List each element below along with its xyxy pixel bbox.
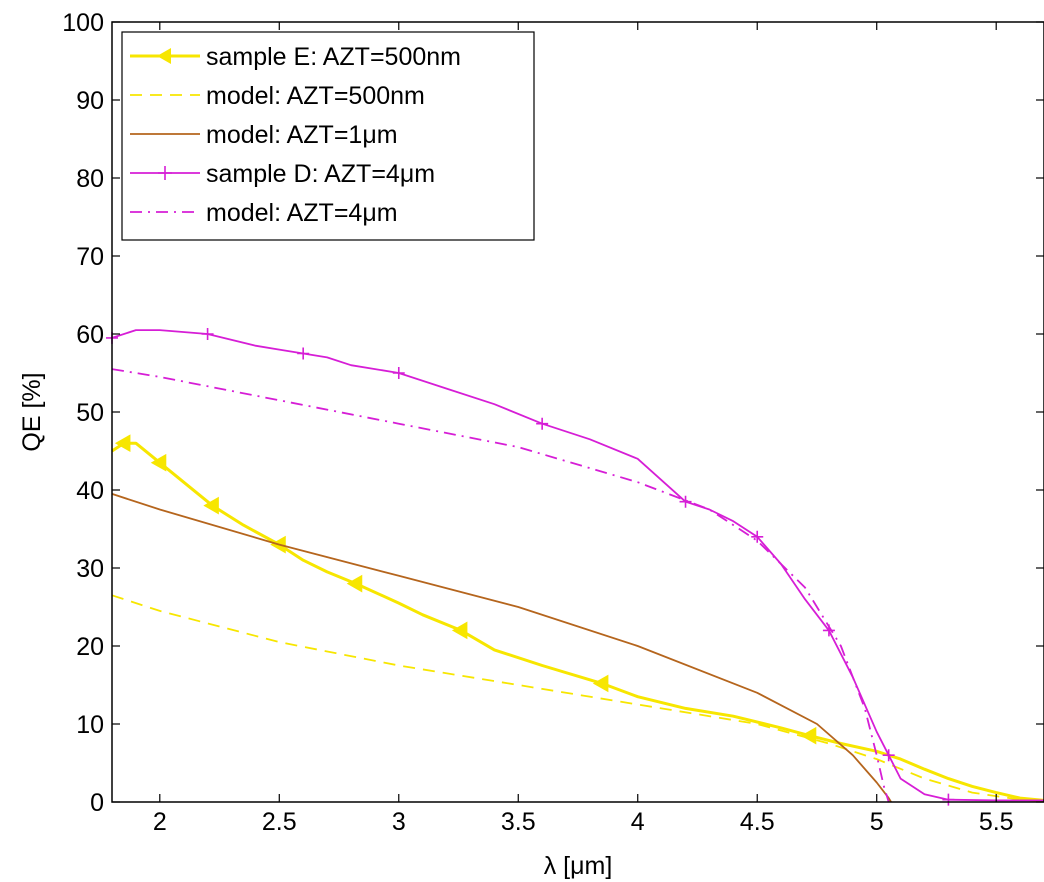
y-tick-label: 50 (76, 399, 104, 427)
legend-entry-label: model: AZT=1μm (206, 121, 398, 149)
x-axis-label: λ [μm] (544, 852, 613, 880)
series-4-marker (882, 749, 895, 762)
legend-entry-label: sample D: AZT=4μm (206, 160, 435, 188)
series-4-marker (201, 328, 214, 340)
series-line-4 (111, 329, 1044, 802)
legend-entry-label: model: AZT=500nm (206, 82, 425, 110)
legend-box (121, 31, 535, 241)
series-line-5 (111, 368, 890, 803)
series-4-marker (679, 495, 692, 508)
x-tick-label: 5 (870, 808, 884, 836)
x-tick-label: 2.5 (262, 808, 297, 836)
series-line-3 (111, 493, 892, 803)
series-4-marker (751, 530, 764, 543)
y-tick-label: 30 (76, 555, 104, 583)
series-1-marker (592, 674, 609, 693)
y-tick-label: 90 (76, 87, 104, 115)
series-4-marker (297, 347, 310, 360)
series-line-2 (111, 594, 1044, 803)
x-tick-label: 5.5 (979, 808, 1014, 836)
legend-entry-label: sample E: AZT=500nm (206, 43, 461, 71)
x-tick-label: 4.5 (740, 808, 775, 836)
series-1-marker (800, 726, 817, 745)
y-axis-label: QE [%] (18, 372, 46, 451)
y-tick-label: 20 (76, 633, 104, 661)
series-4-marker (536, 417, 549, 430)
series-4-marker (392, 367, 405, 379)
series-1-marker (203, 496, 219, 515)
x-tick-label: 3 (392, 808, 406, 836)
y-tick-label: 80 (76, 165, 104, 193)
series-4-marker (942, 793, 955, 806)
x-tick-label: 4 (631, 808, 645, 836)
y-tick-label: 70 (76, 243, 104, 271)
legend-marker (157, 48, 171, 64)
y-tick-label: 60 (76, 321, 104, 349)
x-tick-label: 3.5 (501, 808, 536, 836)
legend-entry-label: model: AZT=4μm (206, 199, 398, 227)
ticks-layer: 2 2.5 3 3.5 4 4.5 5 5.5 0 10 20 30 40 50 60 70 80 90 100 (62, 9, 1044, 836)
series-1-marker (346, 574, 363, 593)
y-tick-label: 10 (76, 711, 104, 739)
x-tick-label: 2 (153, 808, 167, 836)
y-tick-label: 40 (76, 477, 104, 505)
legend: sample E: AZT=500nm model: AZT=500nm model… (121, 31, 535, 241)
series-1-marker (451, 621, 468, 640)
y-tick-label: 0 (90, 789, 104, 817)
series-1-marker (150, 453, 167, 472)
legend-marker (158, 166, 172, 180)
series-1-marker (114, 434, 131, 453)
y-tick-label: 100 (62, 9, 104, 37)
